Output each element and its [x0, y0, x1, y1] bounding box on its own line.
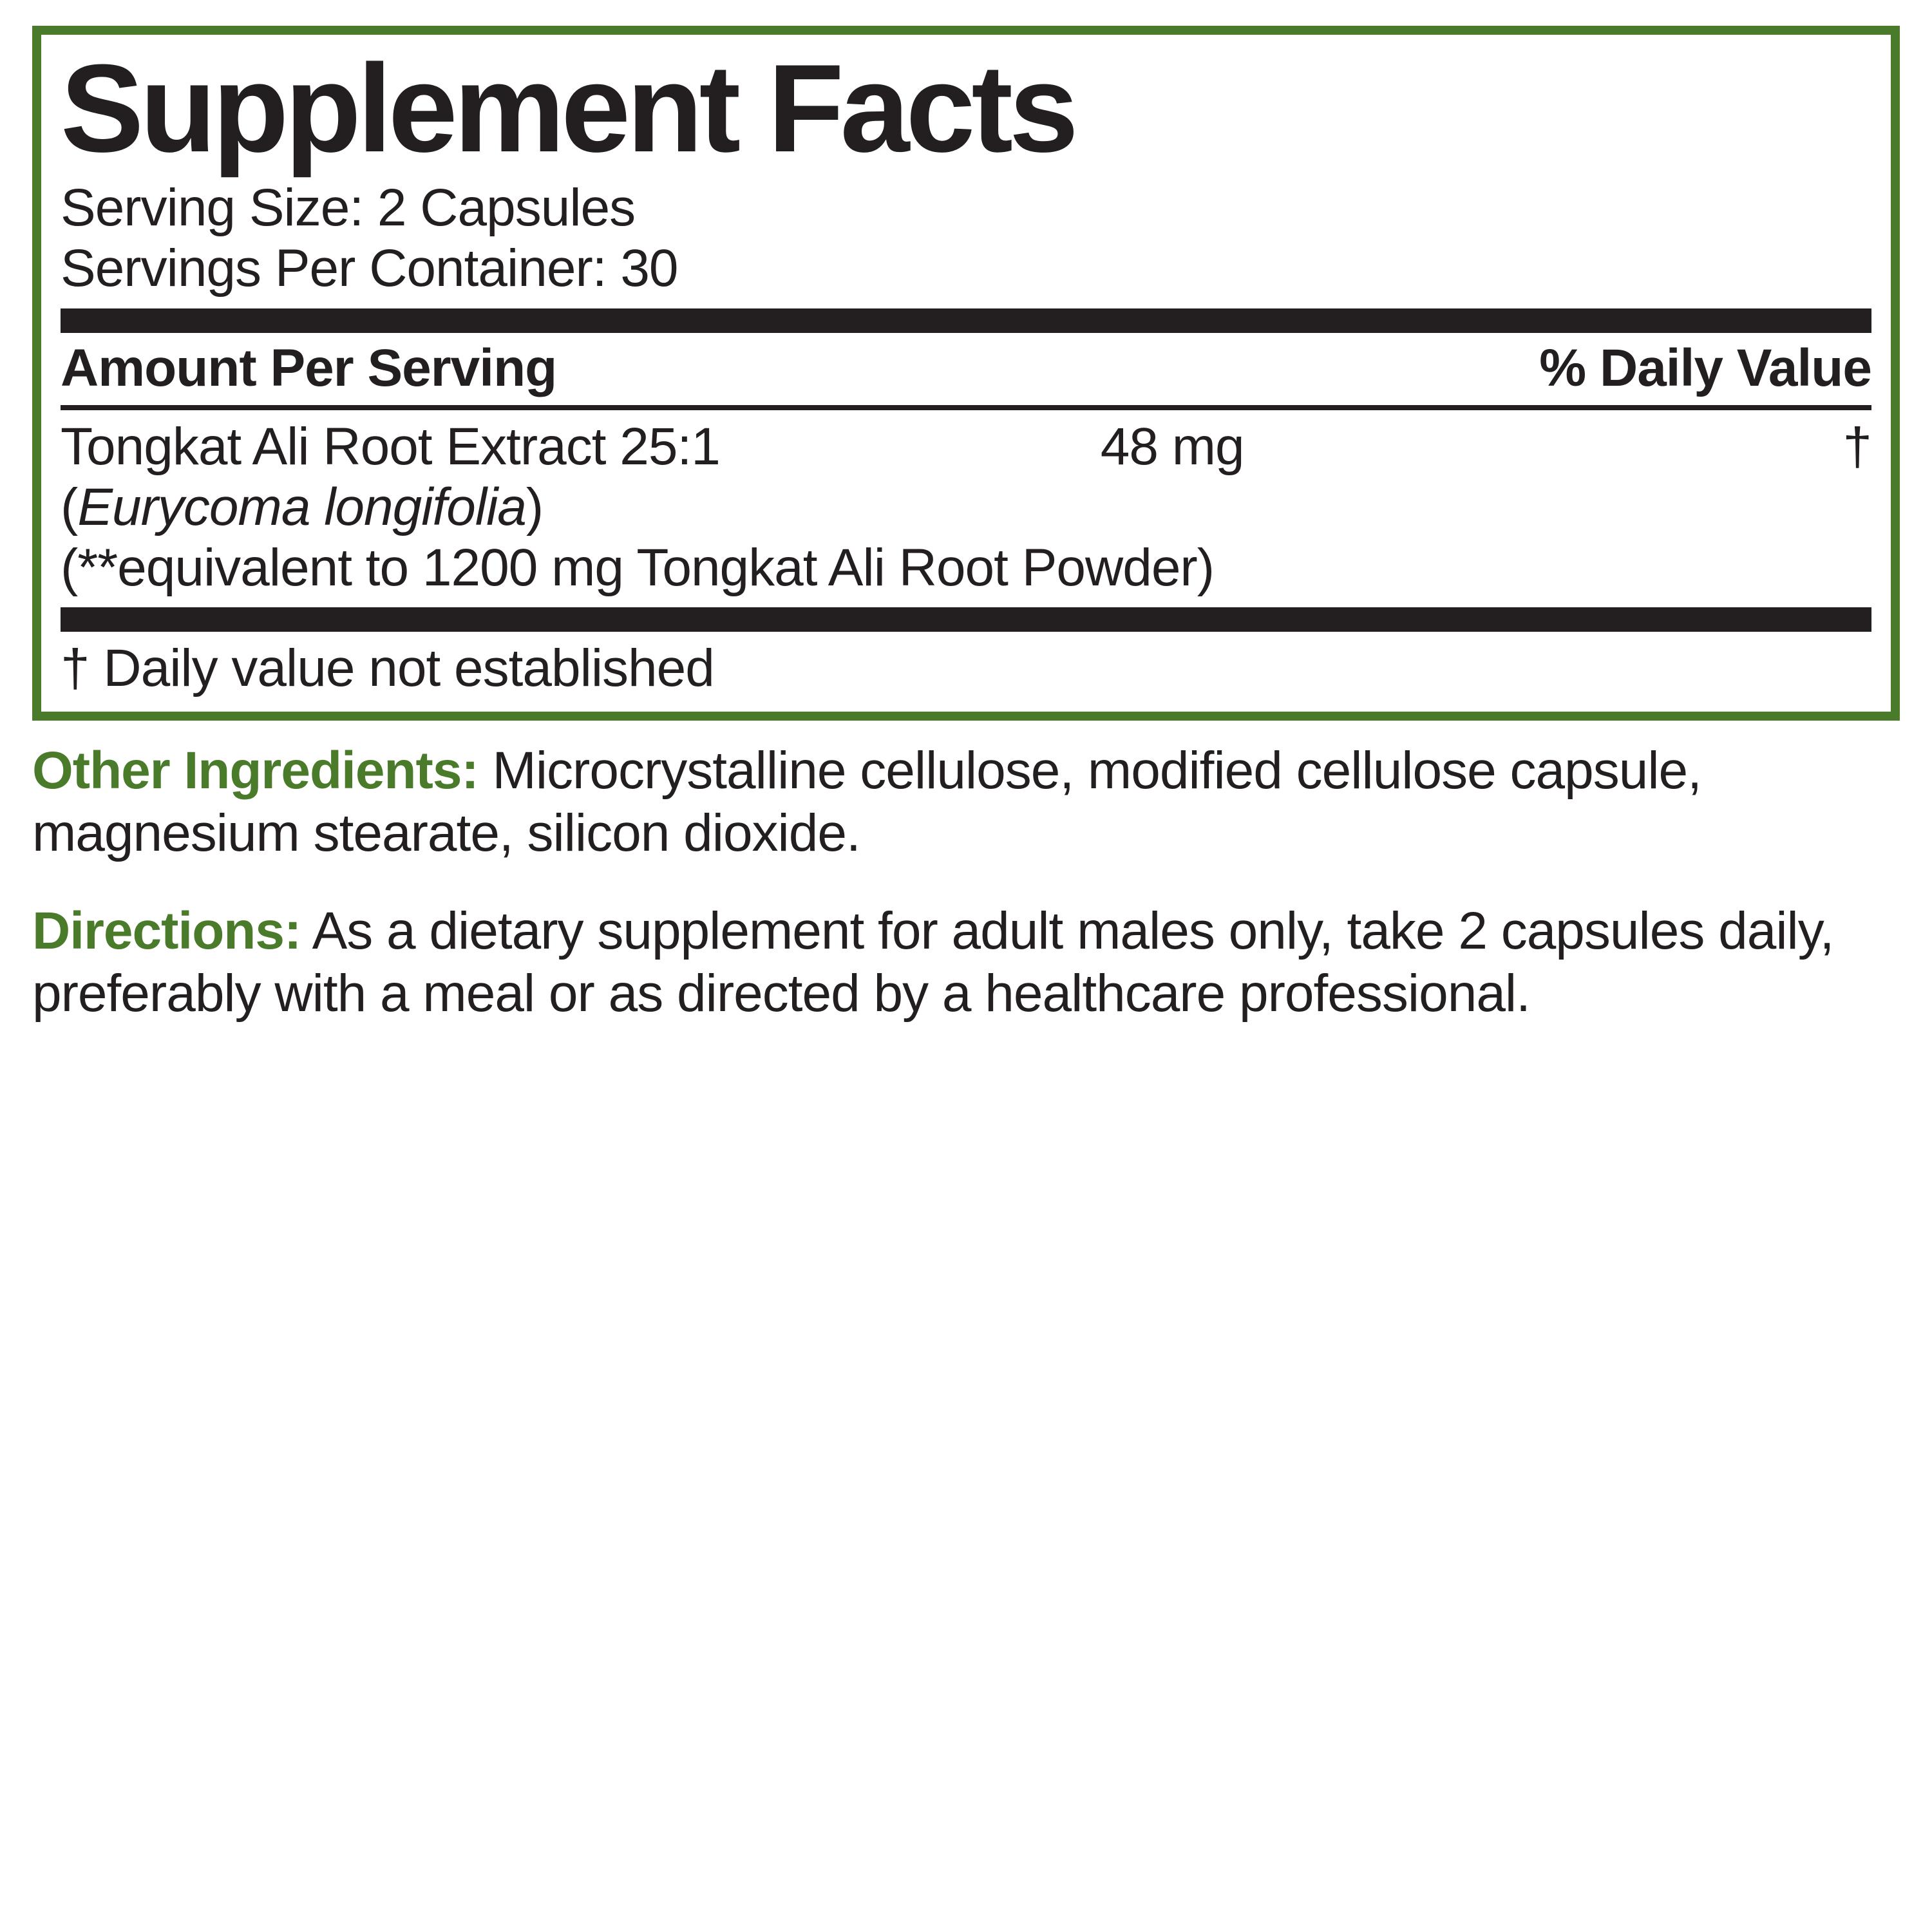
directions-text: As a dietary supplement for adult males … — [32, 902, 1833, 1023]
facts-panel: Supplement Facts Serving Size: 2 Capsule… — [32, 26, 1900, 721]
other-ingredients: Other Ingredients: Microcrystalline cell… — [32, 740, 1900, 865]
serving-size-line: Serving Size: 2 Capsules — [61, 178, 1871, 238]
divider-thick-2 — [61, 607, 1871, 632]
header-amount: Amount Per Serving — [61, 338, 556, 399]
header-dv: % Daily Value — [1539, 338, 1871, 399]
divider-thin — [61, 405, 1871, 410]
ingredient-equiv: (**equivalent to 1200 mg Tongkat Ali Roo… — [61, 538, 1871, 598]
serving-size-value: 2 Capsules — [377, 178, 635, 237]
other-ingredients-label: Other Ingredients: — [32, 741, 478, 800]
ingredient-latin: (Eurycoma longifolia) — [61, 477, 1871, 538]
paren-open: ( — [61, 478, 77, 536]
ingredient-name: Tongkat Ali Root Extract 25:1 — [61, 417, 1075, 477]
latin-name: Eurycoma longifolia — [77, 478, 526, 536]
servings-per-value: 30 — [620, 239, 677, 298]
ingredient-block: Tongkat Ali Root Extract 25:1 48 mg † (E… — [61, 414, 1871, 599]
ingredient-amount: 48 mg — [1075, 417, 1499, 477]
column-headers: Amount Per Serving % Daily Value — [61, 337, 1871, 401]
dv-footnote: † Daily value not established — [61, 636, 1871, 705]
servings-per-label: Servings Per Container: — [61, 239, 607, 298]
servings-per-line: Servings Per Container: 30 — [61, 238, 1871, 299]
serving-size-label: Serving Size: — [61, 178, 363, 237]
ingredient-row: Tongkat Ali Root Extract 25:1 48 mg † — [61, 417, 1871, 477]
divider-thick — [61, 308, 1871, 333]
panel-title: Supplement Facts — [61, 46, 1871, 171]
directions: Directions: As a dietary supplement for … — [32, 900, 1900, 1025]
directions-label: Directions: — [32, 902, 301, 960]
page-root: Supplement Facts Serving Size: 2 Capsule… — [0, 0, 1932, 1050]
paren-close: ) — [526, 478, 543, 536]
ingredient-dv: † — [1499, 417, 1871, 477]
